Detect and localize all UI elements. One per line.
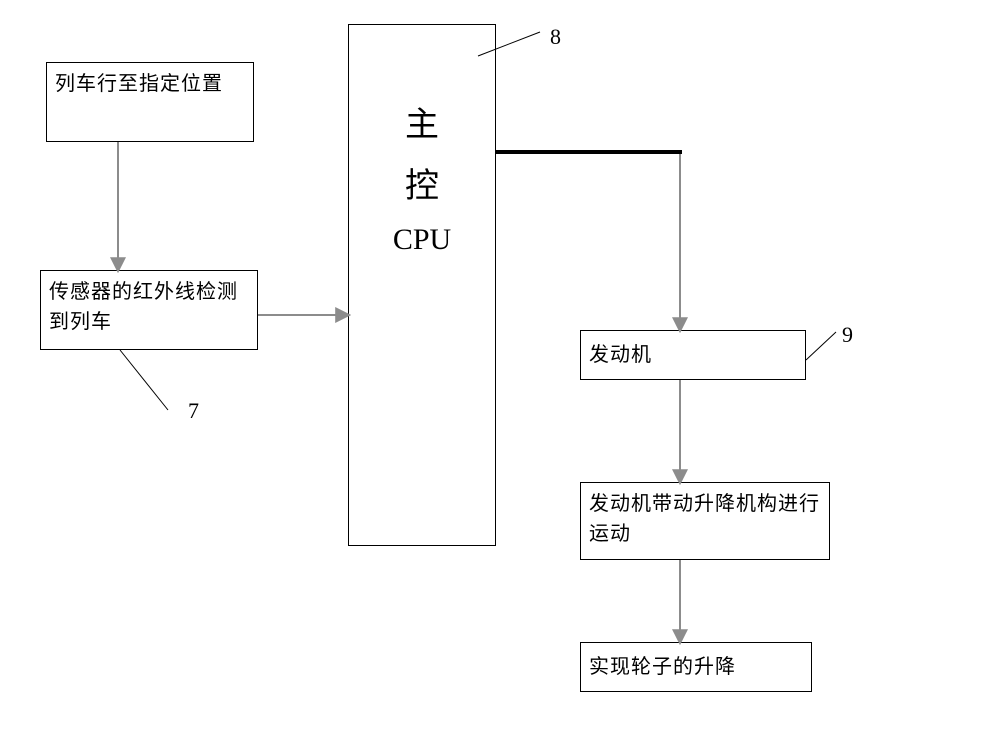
node-train-position: 列车行至指定位置 xyxy=(46,62,254,142)
label-8: 8 xyxy=(550,24,561,50)
cpu-latin: CPU xyxy=(393,223,451,257)
node-train-position-text: 列车行至指定位置 xyxy=(55,69,223,99)
node-engine-text: 发动机 xyxy=(589,340,652,370)
leader-7 xyxy=(120,350,168,410)
node-engine-drives-lift-text: 发动机带动升降机构进行运动 xyxy=(589,489,821,549)
cpu-char-2: 控 xyxy=(405,156,439,217)
label-7: 7 xyxy=(188,398,199,424)
node-sensor-detect: 传感器的红外线检测到列车 xyxy=(40,270,258,350)
cpu-char-1: 主 xyxy=(405,95,439,156)
node-engine: 发动机 xyxy=(580,330,806,380)
node-engine-drives-lift: 发动机带动升降机构进行运动 xyxy=(580,482,830,560)
label-9: 9 xyxy=(842,322,853,348)
node-wheel-lift-text: 实现轮子的升降 xyxy=(589,652,736,682)
node-main-cpu: 主 控 CPU xyxy=(348,24,496,546)
node-sensor-detect-text: 传感器的红外线检测到列车 xyxy=(49,277,249,337)
leader-9 xyxy=(806,332,836,360)
node-wheel-lift: 实现轮子的升降 xyxy=(580,642,812,692)
